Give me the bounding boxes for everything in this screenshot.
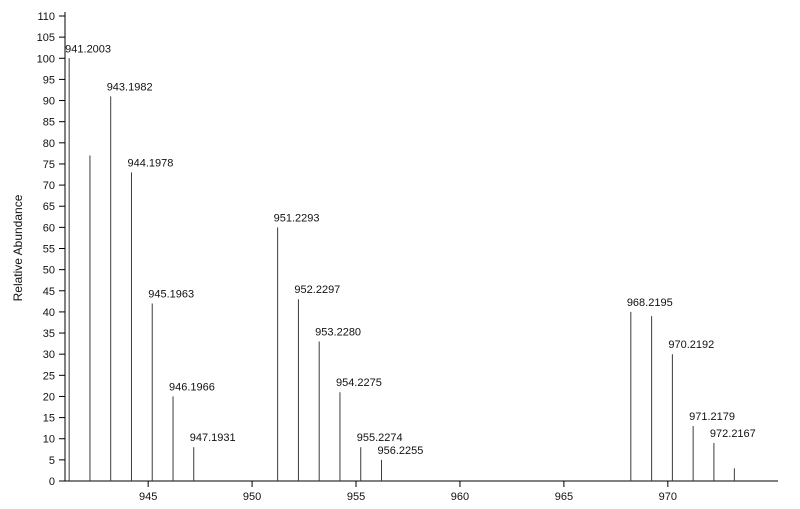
- peak-label: 944.1978: [127, 157, 173, 169]
- x-tick-label: 965: [555, 491, 573, 503]
- peak-label: 953.2280: [315, 327, 361, 339]
- y-tick-label: 60: [43, 222, 55, 234]
- y-tick-label: 0: [49, 476, 55, 488]
- y-tick-label: 70: [43, 180, 55, 192]
- peak-label: 972.2167: [710, 428, 756, 440]
- y-tick-label: 35: [43, 328, 55, 340]
- peak-label: 954.2275: [336, 377, 382, 389]
- y-tick-label: 65: [43, 201, 55, 213]
- peak-label: 946.1966: [169, 381, 215, 393]
- y-tick-label: 5: [49, 455, 55, 467]
- x-tick-label: 955: [347, 491, 365, 503]
- y-tick-label: 75: [43, 159, 55, 171]
- y-tick-label: 95: [43, 74, 55, 86]
- peak-label: 951.2293: [274, 212, 320, 224]
- y-tick-label: 15: [43, 413, 55, 425]
- y-tick-label: 110: [37, 11, 55, 23]
- peak-label: 968.2195: [627, 297, 673, 309]
- peak-label: 947.1931: [190, 432, 236, 444]
- peak-label: 952.2297: [294, 284, 340, 296]
- y-tick-label: 45: [43, 286, 55, 298]
- y-axis-title: Relative Abundance: [11, 194, 25, 301]
- peak-label: 943.1982: [107, 81, 153, 93]
- x-tick-label: 970: [659, 491, 677, 503]
- y-tick-label: 85: [43, 117, 55, 129]
- y-tick-label: 55: [43, 244, 55, 256]
- y-tick-label: 50: [43, 265, 55, 277]
- y-tick-label: 10: [43, 434, 55, 446]
- y-tick-label: 105: [37, 32, 55, 44]
- peak-label: 956.2255: [377, 445, 423, 457]
- x-tick-label: 945: [139, 491, 157, 503]
- y-tick-label: 40: [43, 307, 55, 319]
- y-tick-label: 80: [43, 138, 55, 150]
- y-tick-label: 30: [43, 349, 55, 361]
- y-tick-label: 100: [37, 53, 55, 65]
- peak-label: 945.1963: [148, 288, 194, 300]
- y-tick-label: 20: [43, 391, 55, 403]
- y-tick-label: 25: [43, 370, 55, 382]
- peak-label: 955.2274: [357, 432, 403, 444]
- peak-label: 970.2192: [668, 339, 714, 351]
- peak-label: 941.2003: [65, 43, 111, 55]
- x-tick-label: 950: [243, 491, 261, 503]
- y-tick-label: 90: [43, 96, 55, 108]
- peak-label: 971.2179: [689, 411, 735, 423]
- x-tick-label: 960: [451, 491, 469, 503]
